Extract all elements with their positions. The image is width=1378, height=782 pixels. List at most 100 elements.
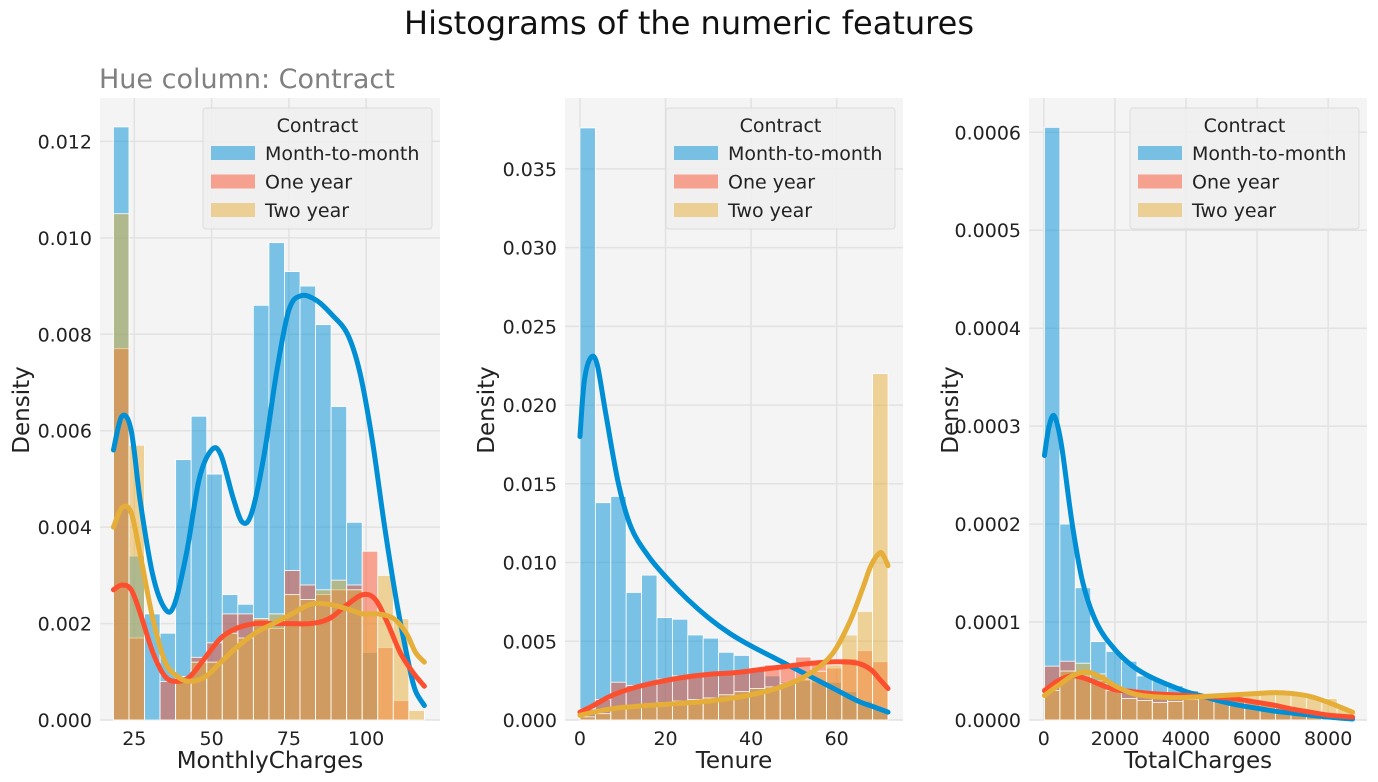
y-tick-label: 0.0005: [955, 220, 1021, 242]
legend-entry-label: One year: [728, 172, 815, 194]
bar-two-year: [268, 613, 285, 721]
bar-two-year: [872, 373, 889, 721]
panel-3: 0.0000 0.0001 0.0002 0.0003 0.0004 0.0005 0.00…: [938, 98, 1367, 774]
legend-entry-label: Month-to-month: [728, 143, 882, 165]
y-axis-label: Density: [9, 366, 35, 453]
legend-swatch: [211, 174, 255, 189]
bar-two-year: [377, 574, 394, 721]
kde-line-one-year: [577, 659, 891, 715]
legend-box: [1129, 107, 1360, 230]
kde-line-two-year: [110, 503, 427, 684]
bar-two-year: [779, 683, 797, 721]
bar-one-year: [159, 681, 177, 721]
panel-2: 0.000 0.005 0.010 0.015 0.020 0.025 0.030 0.035…: [474, 98, 903, 774]
y-tick-label: 0.0001: [955, 612, 1021, 634]
y-tick-label: 0.004: [38, 517, 92, 539]
bar-month-to-month: [594, 502, 612, 721]
x-tick-label: 25: [122, 728, 146, 750]
legend-swatch: [674, 203, 718, 217]
legend-entry-label: One year: [1192, 172, 1279, 194]
legend-swatch: [1138, 174, 1182, 189]
bar-two-year: [1136, 700, 1153, 721]
legend-swatch: [1138, 146, 1182, 160]
legend: Contract Month-to-month One year Two year: [202, 107, 433, 230]
kde-line-one-year: [110, 582, 427, 689]
y-tick-label: 0.010: [38, 228, 92, 250]
kde-line-month-to-month: [577, 353, 891, 715]
figure-subtitle: Hue column: Contract: [99, 64, 395, 95]
bar-two-year: [113, 213, 130, 721]
x-tick-label: 100: [348, 728, 384, 750]
kde-line-month-to-month: [1041, 413, 1356, 722]
x-axis-label: Tenure: [695, 748, 773, 774]
y-tick-label: 0.000: [503, 710, 557, 732]
legend-title: Contract: [1204, 115, 1286, 137]
bar-two-year: [1105, 690, 1122, 721]
legend-entry-label: Two year: [1191, 200, 1276, 222]
y-axis-label: Density: [938, 366, 964, 453]
legend-entry-label: Two year: [727, 200, 812, 222]
x-axis-label: MonthlyCharges: [177, 748, 364, 774]
legend-entry-label: Two year: [264, 200, 349, 222]
y-tick-label: 0.020: [503, 395, 557, 417]
bar-two-year: [1182, 699, 1199, 721]
bar-two-year: [795, 678, 812, 721]
bar-two-year: [841, 634, 858, 721]
legend-box: [665, 107, 896, 230]
y-tick-label: 0.0002: [955, 514, 1021, 536]
legend-title: Contract: [740, 115, 822, 137]
bar-two-year: [1121, 698, 1138, 721]
x-tick-label: 8000: [1304, 728, 1352, 750]
y-tick-label: 0.030: [503, 238, 557, 260]
legend: Contract Month-to-month One year Two year: [665, 107, 896, 230]
bar-two-year: [594, 713, 612, 721]
x-axis-label: TotalCharges: [1123, 748, 1272, 774]
legend-swatch: [674, 174, 718, 189]
legend-swatch: [674, 146, 718, 160]
legend-swatch: [211, 203, 255, 217]
y-tick-label: 0.0003: [955, 416, 1021, 438]
legend-swatch: [1138, 203, 1182, 217]
y-tick-label: 0.015: [503, 474, 557, 496]
y-tick-label: 0.035: [503, 159, 557, 181]
y-tick-label: 0.0006: [955, 122, 1021, 144]
y-tick-label: 0.010: [503, 553, 557, 575]
legend-swatch: [211, 146, 255, 160]
bar-two-year: [237, 637, 254, 721]
kde-line-two-year: [577, 550, 891, 718]
bar-two-year: [408, 709, 425, 721]
bar-two-year: [361, 613, 379, 721]
x-tick-label: 4000: [1162, 728, 1210, 750]
y-tick-label: 0.025: [503, 316, 557, 338]
bar-two-year: [299, 599, 316, 721]
y-tick-label: 0.002: [38, 614, 92, 636]
legend-entry-label: One year: [265, 172, 352, 194]
kde-line-two-year: [1041, 669, 1356, 715]
y-tick-label: 0.012: [38, 131, 92, 153]
bar-two-year: [1151, 701, 1169, 721]
legend-title: Contract: [277, 115, 359, 137]
x-tick-label: 50: [199, 728, 223, 750]
bar-two-year: [1167, 700, 1184, 721]
legend-entry-label: Month-to-month: [265, 143, 419, 165]
y-tick-label: 0.005: [503, 631, 557, 653]
x-tick-label: 0: [1038, 728, 1050, 750]
y-tick-label: 0.008: [38, 324, 92, 346]
legend-box: [202, 107, 433, 230]
legend-entry-label: Month-to-month: [1192, 143, 1346, 165]
x-tick-label: 75: [277, 728, 301, 750]
x-tick-label: 6000: [1233, 728, 1281, 750]
y-tick-label: 0.0004: [955, 318, 1021, 340]
panel-1: 0.000 0.002 0.004 0.006 0.008 0.010 0.012 25 50 7…: [9, 98, 440, 774]
figure-title: Histograms of the numeric features: [404, 4, 974, 42]
x-tick-label: 0: [574, 728, 586, 750]
x-tick-label: 2000: [1091, 728, 1139, 750]
x-tick-label: 20: [653, 728, 677, 750]
y-tick-label: 0.000: [38, 710, 92, 732]
bar-two-year: [315, 589, 332, 721]
x-tick-label: 40: [739, 728, 763, 750]
bar-two-year: [330, 579, 348, 721]
legend: Contract Month-to-month One year Two year: [1129, 107, 1360, 230]
